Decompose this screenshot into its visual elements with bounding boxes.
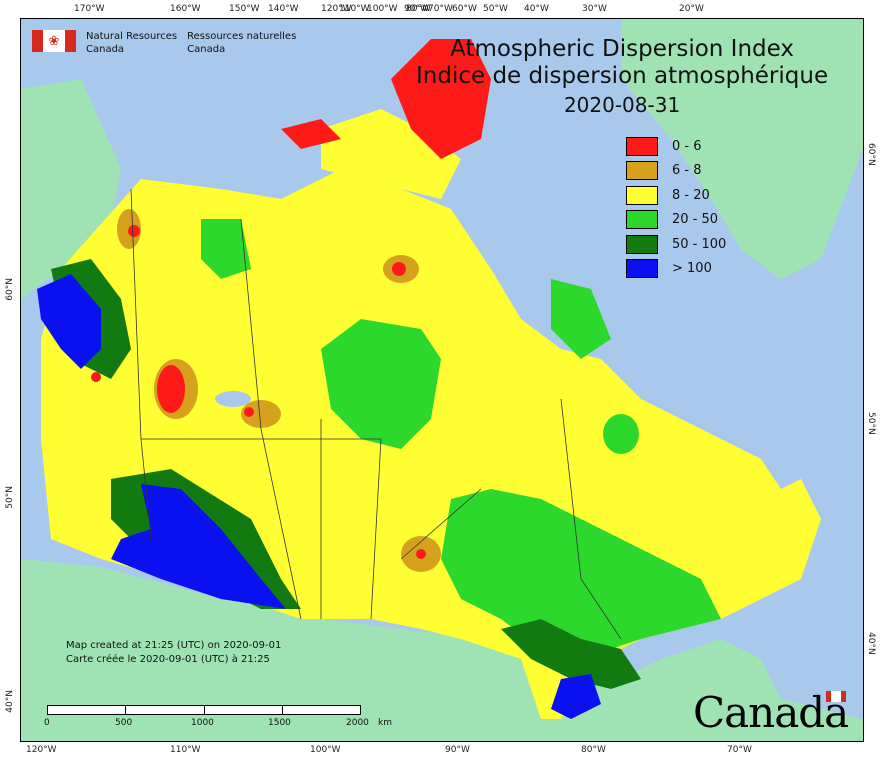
graticule-label-top: 20°W [679, 4, 704, 14]
graticule-label-top: 170°W [74, 4, 105, 14]
arctic-red-west [281, 119, 341, 149]
region-20-50-west [201, 219, 251, 279]
legend-label: 20 - 50 [672, 212, 719, 228]
lake [603, 414, 639, 454]
scale-bar [47, 705, 361, 715]
graticule-label-top: 80°W [406, 4, 431, 14]
graticule-label-top: 90°W [404, 4, 429, 14]
map-canvas [21, 19, 863, 741]
agency-name-fr: Ressources naturelles Canada [187, 30, 296, 56]
map-frame: 170°W [20, 18, 864, 742]
agency-name-en: Natural Resources Canada [86, 30, 177, 56]
graticule-label-top: 40°W [524, 4, 549, 14]
map-title-block: Atmospheric Dispersion Index Indice de d… [416, 36, 828, 119]
hotspot-0-6-f [91, 372, 101, 382]
canada-flag-icon: ❀ [32, 30, 76, 52]
hotspot-6-8-c [241, 400, 281, 428]
scale-tick-label: 500 [115, 718, 133, 728]
graticule-label-right: 40°N [866, 632, 876, 655]
agency-name-fr-line2: Canada [187, 44, 226, 55]
land-alaska [21, 79, 121, 299]
graticule-label-bottom: 80°W [581, 745, 606, 755]
legend-label: 0 - 6 [672, 138, 702, 154]
region-50-100-ontario [501, 619, 641, 689]
hotspot-0-6-a [157, 365, 185, 413]
legend-label: 6 - 8 [672, 163, 702, 179]
canada-wordmark: Canada [693, 688, 849, 737]
graticule-label-bottom: 100°W [310, 745, 341, 755]
arctic-islands [321, 109, 461, 199]
graticule-label-top: 120°W [321, 4, 352, 14]
graticule-label-left: 40°N [5, 690, 15, 713]
hotspot-0-6-b [416, 549, 426, 559]
graticule-label-right: 50°N [866, 412, 876, 435]
legend-item: 8 - 20 [626, 183, 726, 208]
legend-swatch [626, 234, 658, 254]
graticule-label-top: 100°W [367, 4, 398, 14]
region-20-50-quebec [551, 279, 611, 359]
legend-label: > 100 [672, 261, 712, 277]
graticule-label-bottom: 70°W [727, 745, 752, 755]
graticule-label-top: 70°W [428, 4, 453, 14]
agency-logo-block: ❀ Natural Resources Canada Ressources na… [32, 30, 296, 56]
scale-tick-label: 1500 [268, 718, 291, 728]
legend-swatch [626, 136, 658, 156]
legend-label: 8 - 20 [672, 187, 710, 203]
graticule-label-left: 50°N [5, 486, 15, 509]
map-credit: Map created at 21:25 (UTC) on 2020-09-01… [66, 639, 281, 667]
graticule-label-top: 140°W [268, 4, 299, 14]
agency-name-en-line2: Canada [86, 44, 125, 55]
agency-name-fr-line1: Ressources naturelles [187, 31, 297, 42]
legend: 0 - 6 6 - 8 8 - 20 20 - 50 50 - 100 > 10… [626, 134, 726, 281]
graticule-label-left: 60°N [5, 278, 15, 301]
graticule-label-top: 50°W [483, 4, 508, 14]
region-20-50-east [441, 489, 721, 659]
map-title-french: Indice de dispersion atmosphérique [416, 63, 829, 89]
graticule-label-bottom: 120°W [26, 745, 57, 755]
legend-swatch [626, 259, 658, 279]
map-date: 2020-08-31 [563, 93, 681, 117]
agency-name-en-line1: Natural Resources [86, 31, 178, 42]
graticule-label-top: 160°W [170, 4, 201, 14]
lake [215, 391, 251, 407]
legend-swatch [626, 210, 658, 230]
graticule-label-bottom: 90°W [445, 745, 470, 755]
legend-item: 20 - 50 [626, 208, 726, 233]
map-title-english: Atmospheric Dispersion Index [450, 36, 794, 62]
graticule-label-top: 60°W [452, 4, 477, 14]
hotspot-0-6-c [244, 407, 254, 417]
graticule-label-right: 60°N [866, 143, 876, 166]
region-gt-100-prairie [111, 484, 286, 609]
legend-item: 50 - 100 [626, 232, 726, 257]
province-borders [130, 188, 622, 640]
graticule-label-top: 110°W [339, 4, 370, 14]
hotspot-0-6-e [392, 262, 406, 276]
arctic-red-north [391, 39, 491, 159]
legend-item: 0 - 6 [626, 134, 726, 159]
region-gt-100-bc [37, 274, 101, 369]
scale-unit-label: km [378, 718, 392, 728]
land-usa [21, 559, 863, 741]
region-20-50-hudson [321, 319, 441, 449]
legend-item: > 100 [626, 257, 726, 282]
legend-item: 6 - 8 [626, 159, 726, 184]
graticule-label-top: 30°W [582, 4, 607, 14]
scale-tick-label: 2000 [346, 718, 369, 728]
credit-french: Carte créée le 2020-09-01 (UTC) à 21:25 [66, 654, 270, 665]
land-greenland [621, 19, 863, 279]
legend-swatch [626, 161, 658, 181]
region-gt-100-ontario [551, 674, 601, 719]
graticule-label-top: 150°W [229, 4, 260, 14]
scale-tick-label: 0 [44, 718, 50, 728]
scale-tick-label: 1000 [191, 718, 214, 728]
hotspot-0-6-d [128, 225, 140, 237]
graticule-label-bottom: 110°W [170, 745, 201, 755]
legend-swatch [626, 185, 658, 205]
wordmark-flag-icon [826, 691, 846, 702]
legend-label: 50 - 100 [672, 236, 727, 252]
credit-english: Map created at 21:25 (UTC) on 2020-09-01 [66, 640, 282, 651]
